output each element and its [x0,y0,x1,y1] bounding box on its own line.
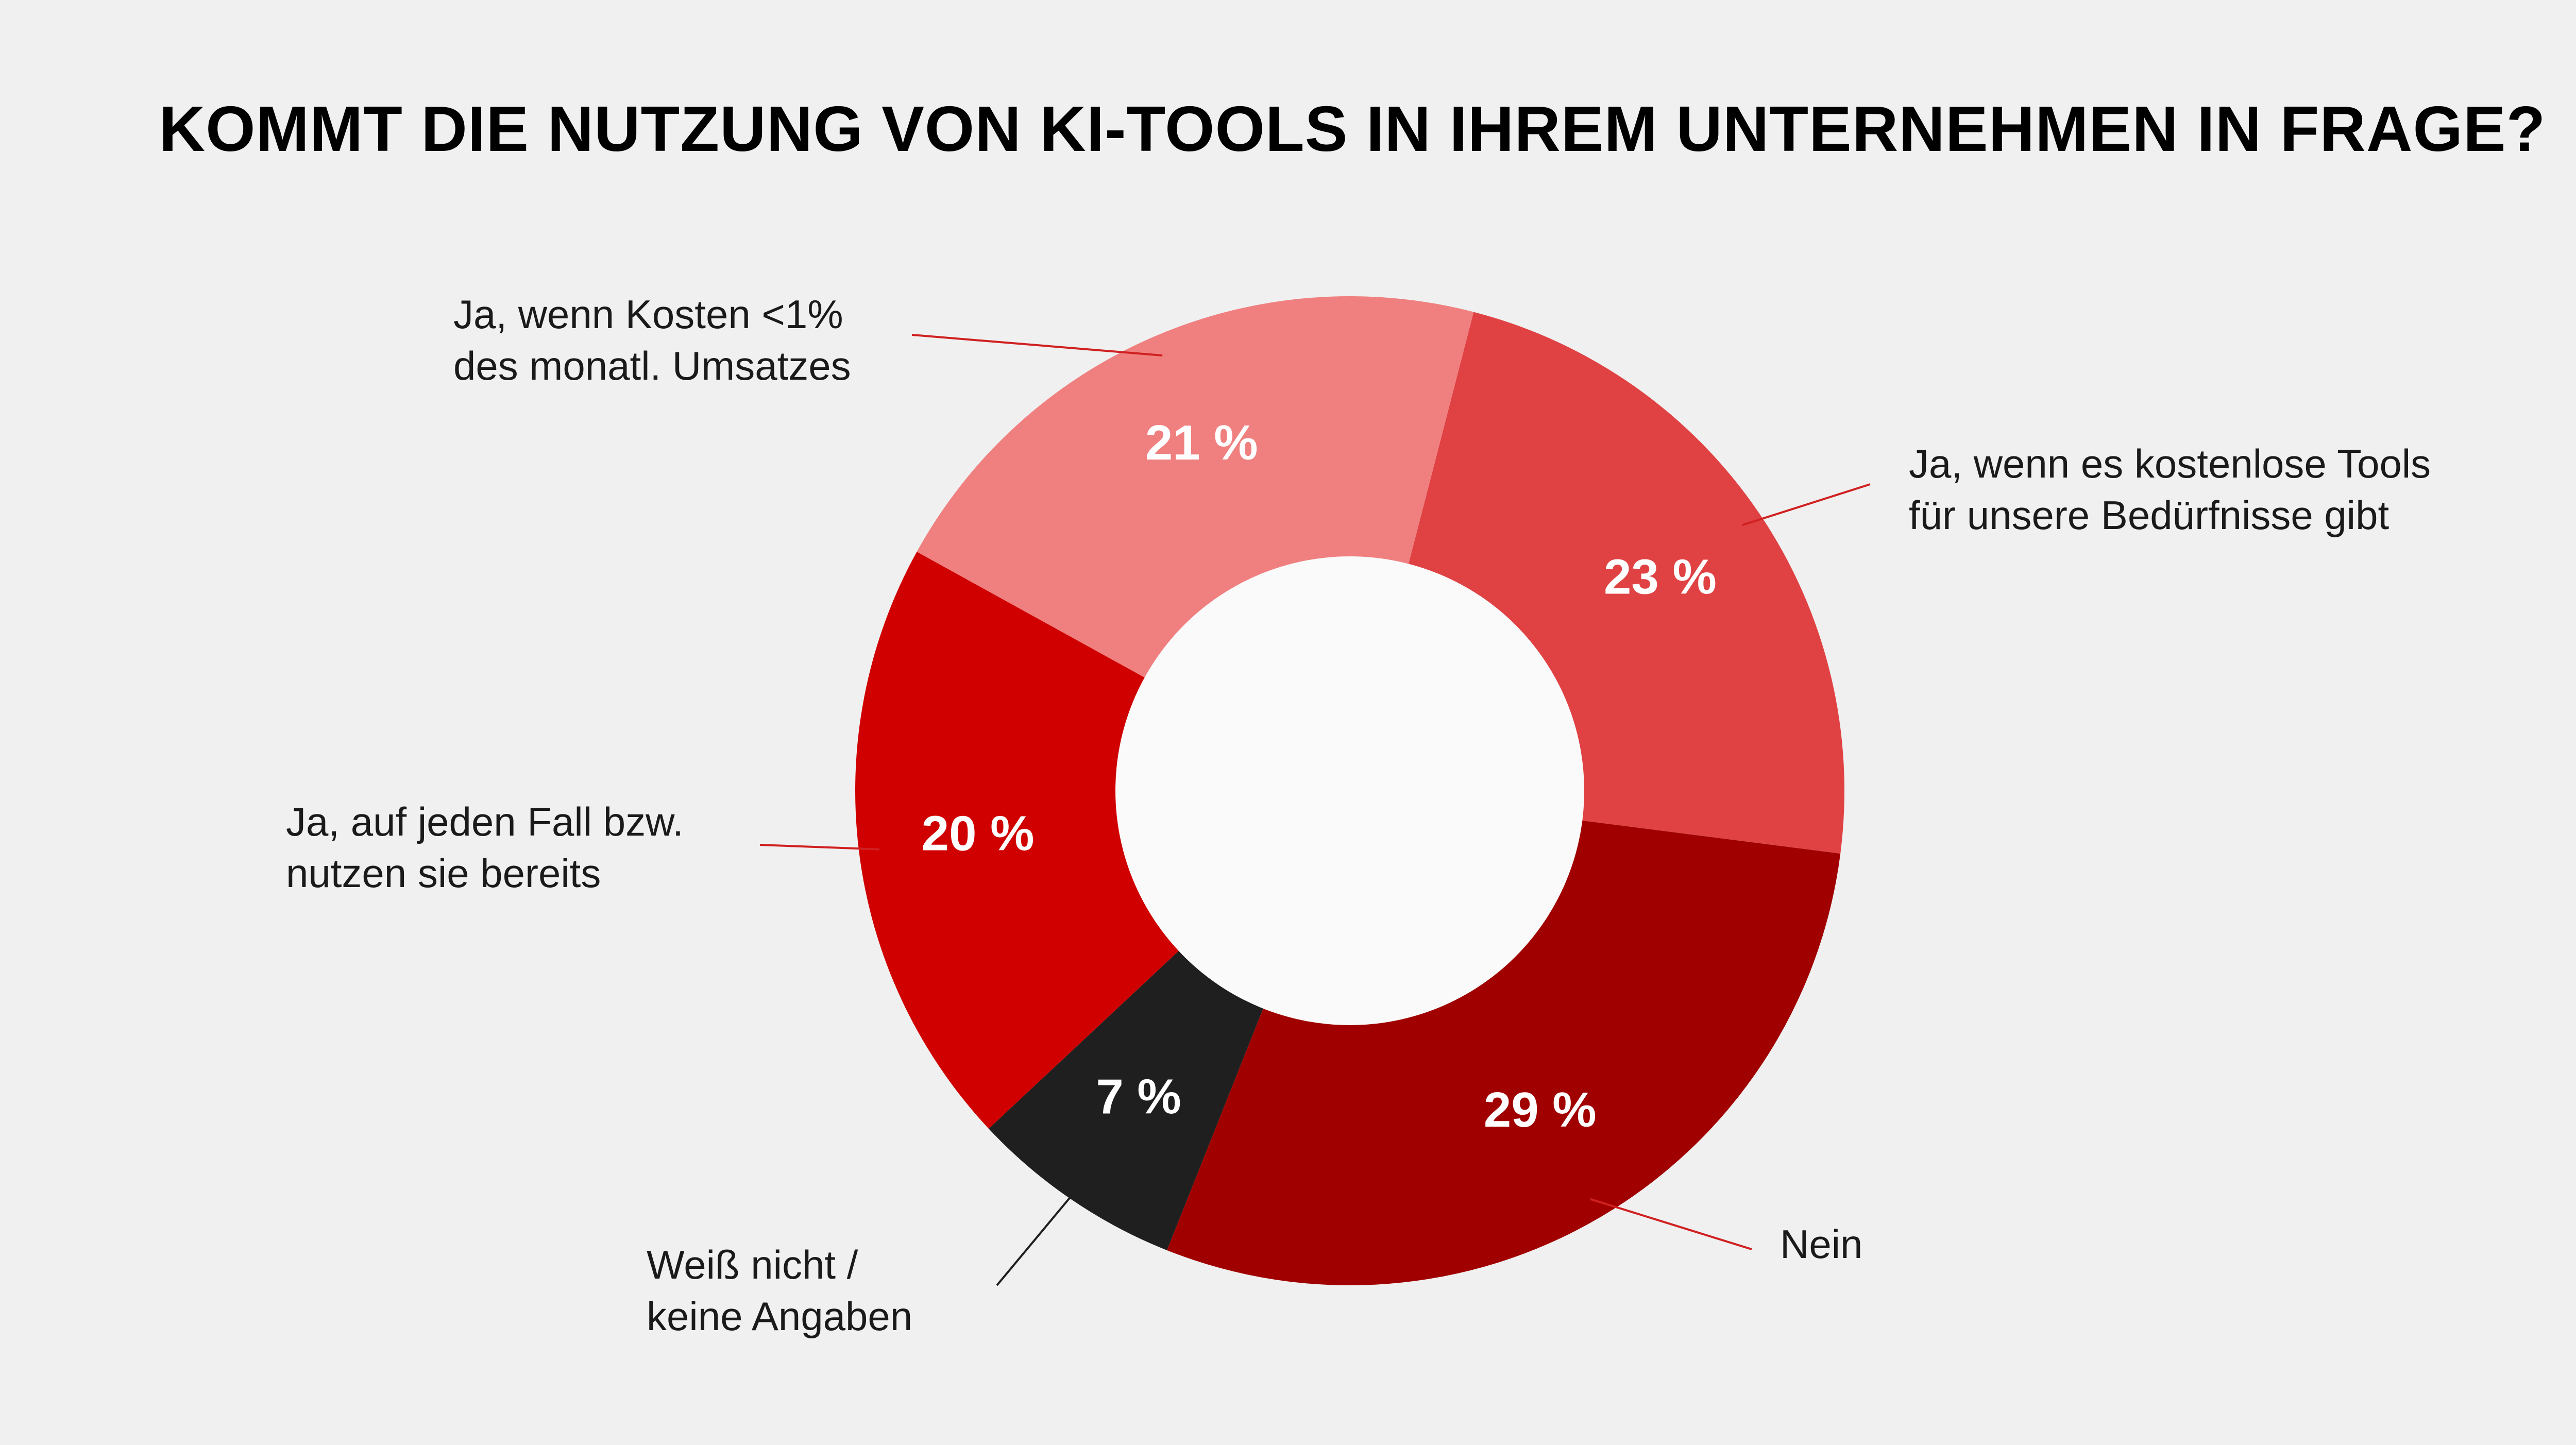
leader-line-auf-jeden-fall [759,844,880,851]
callout-weiss-nicht: Weiß nicht / keine Angaben [647,1239,912,1342]
slice-auf-jeden-fall [855,552,1350,1129]
callout-auf-jeden-fall-line-1: Ja, auf jeden Fall bzw. [286,799,684,844]
value-label-auf-jeden-fall: 20 % [922,806,1035,861]
callout-nein: Nein [1780,1218,1862,1270]
leader-line-nein [1590,1198,1752,1250]
hole-layer [1115,556,1584,1025]
callout-auf-jeden-fall-line-2: nutzen sie bereits [286,851,601,896]
callout-kostenlos-line-2: für unsere Bedürfnisse gibt [1909,492,2389,538]
callout-kostenlos: Ja, wenn es kostenlose Tools für unsere … [1909,438,2431,541]
value-label-nein: 29 % [1484,1082,1597,1137]
callout-kosten-1-line-1: Ja, wenn Kosten <1% [453,292,843,337]
value-labels-layer: 23 % 29 % 7 % 20 % 21 % [922,415,1717,1137]
callout-kosten-1: Ja, wenn Kosten <1% des monatl. Umsatzes [453,288,851,392]
value-label-kosten-1: 21 % [1145,415,1258,470]
leader-line-kosten-1 [911,334,1163,357]
chart-title: KOMMT DIE NUTZUNG VON KI-TOOLS IN IHREM … [159,94,2546,165]
value-label-weiss-nicht: 7 % [1096,1069,1181,1124]
callout-kostenlos-line-1: Ja, wenn es kostenlose Tools [1909,441,2431,486]
callout-kosten-1-line-2: des monatl. Umsatzes [453,343,851,388]
value-label-kostenlos: 23 % [1604,549,1717,604]
callout-weiss-nicht-line-2: keine Angaben [647,1294,913,1339]
callout-weiss-nicht-line-1: Weiß nicht / [647,1242,858,1287]
leaders-layer [759,334,1871,1286]
leader-line-weiss-nicht [996,1181,1084,1286]
callout-auf-jeden-fall: Ja, auf jeden Fall bzw. nutzen sie berei… [286,796,684,899]
leader-line-kostenlos [1742,483,1871,526]
donut-hole [1115,556,1584,1025]
callout-nein-line-1: Nein [1780,1221,1863,1267]
